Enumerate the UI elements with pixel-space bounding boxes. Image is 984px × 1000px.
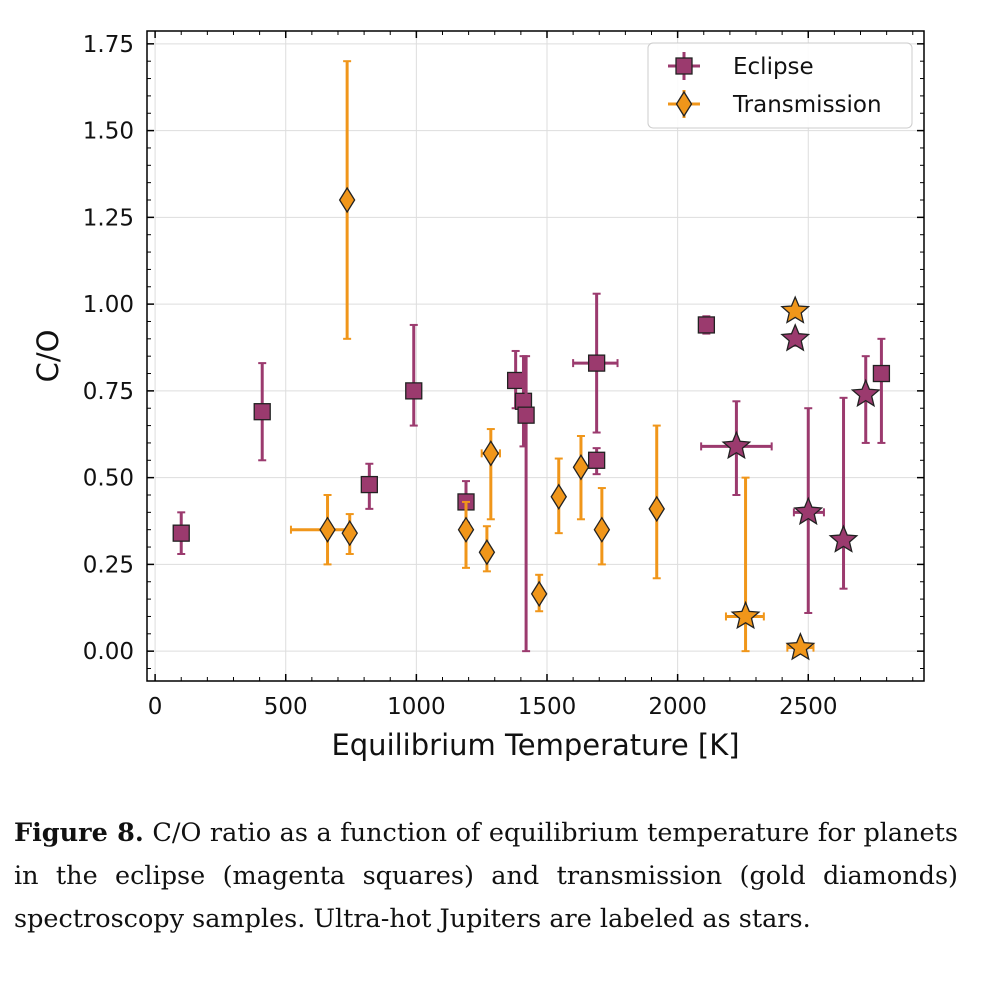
x-axis-label: Equilibrium Temperature [K] bbox=[331, 728, 739, 762]
y-tick-label: 1.75 bbox=[83, 32, 134, 58]
data-point-transmission bbox=[289, 493, 350, 566]
diamond-marker bbox=[482, 440, 500, 467]
y-tick-label: 0.50 bbox=[83, 466, 134, 492]
data-point-eclipse bbox=[514, 355, 533, 448]
diamond-marker bbox=[319, 516, 336, 543]
y-tick-label: 0.25 bbox=[83, 552, 134, 578]
legend-square-icon bbox=[675, 57, 693, 75]
star-marker bbox=[730, 600, 761, 630]
square-marker bbox=[253, 403, 271, 421]
star-marker bbox=[850, 378, 881, 408]
data-point-eclipse bbox=[405, 323, 423, 427]
y-tick-label: 1.00 bbox=[83, 292, 134, 318]
figure-caption: Figure 8. C/O ratio as a function of equ… bbox=[14, 812, 958, 941]
y-tick-label: 1.50 bbox=[83, 119, 134, 145]
data-point-eclipse bbox=[253, 362, 271, 462]
x-tick-label: 1000 bbox=[387, 694, 446, 720]
diamond-marker bbox=[338, 186, 356, 214]
legend-diamond-icon bbox=[675, 90, 693, 118]
data-point-transmission bbox=[572, 434, 590, 521]
data-point-eclipse bbox=[697, 315, 716, 335]
diamond-marker bbox=[478, 539, 496, 566]
square-marker bbox=[697, 316, 716, 334]
legend: Eclipse Transmission bbox=[647, 42, 913, 129]
star-marker bbox=[721, 430, 752, 460]
data-point-eclipse bbox=[872, 337, 891, 444]
scatter-chart: 0 500 1000 1500 2000 2500 0.00 0.25 0.50 0.75 1.00… bbox=[31, 30, 925, 762]
data-point-eclipse bbox=[587, 447, 606, 476]
diamond-marker bbox=[457, 516, 475, 543]
data-point-eclipse bbox=[780, 323, 811, 352]
x-tick-label: 500 bbox=[264, 694, 308, 720]
star-marker bbox=[785, 632, 816, 661]
data-point-transmission bbox=[338, 60, 356, 340]
data-point-transmission bbox=[724, 476, 765, 653]
data-point-transmission bbox=[478, 525, 496, 573]
data-point-eclipse bbox=[572, 292, 619, 434]
y-axis-label: C/O bbox=[31, 330, 65, 383]
diamond-marker bbox=[550, 483, 568, 510]
data-point-eclipse bbox=[517, 355, 535, 653]
diamond-marker bbox=[572, 453, 590, 481]
data-point-eclipse bbox=[850, 355, 881, 444]
diamond-marker bbox=[341, 519, 359, 547]
diamond-marker bbox=[593, 516, 611, 543]
x-tick-label: 2500 bbox=[779, 694, 838, 720]
caption-label: Figure 8. bbox=[14, 818, 144, 848]
plot-frame bbox=[146, 30, 925, 682]
y-tick-label: 0.75 bbox=[83, 379, 134, 405]
data-point-transmission bbox=[785, 632, 816, 661]
square-marker bbox=[405, 382, 423, 400]
square-marker bbox=[506, 371, 525, 390]
legend-box bbox=[647, 42, 913, 129]
data-point-transmission bbox=[648, 424, 665, 580]
square-marker bbox=[517, 406, 535, 424]
x-tick-label: 0 bbox=[148, 694, 163, 720]
data-point-eclipse bbox=[792, 407, 825, 614]
data-point-transmission bbox=[780, 295, 811, 324]
square-marker bbox=[172, 524, 190, 542]
legend-label: Transmission bbox=[732, 92, 882, 118]
data-point-transmission bbox=[341, 513, 359, 555]
diamond-marker bbox=[648, 495, 665, 523]
square-marker bbox=[587, 354, 606, 372]
y-tick-label: 0.00 bbox=[83, 639, 134, 665]
square-marker bbox=[360, 475, 378, 494]
star-marker bbox=[828, 524, 859, 553]
data-point-eclipse bbox=[506, 349, 525, 410]
diamond-marker bbox=[530, 580, 548, 608]
data-point-transmission bbox=[457, 500, 475, 569]
y-tick-label: 1.25 bbox=[83, 205, 134, 231]
star-marker bbox=[780, 323, 811, 352]
square-marker bbox=[587, 451, 606, 469]
data-point-eclipse bbox=[172, 511, 190, 555]
caption-text: C/O ratio as a function of equilibrium t… bbox=[14, 818, 958, 934]
square-marker bbox=[872, 364, 891, 383]
x-tick-label: 2000 bbox=[648, 694, 707, 720]
data-point-transmission bbox=[593, 487, 611, 566]
data-point-transmission bbox=[550, 457, 568, 535]
x-tick-label: 1500 bbox=[518, 694, 577, 720]
data-point-transmission bbox=[530, 573, 548, 613]
data-point-transmission bbox=[480, 428, 501, 521]
data-point-eclipse bbox=[360, 462, 378, 510]
star-marker bbox=[780, 295, 811, 324]
legend-label: Eclipse bbox=[733, 54, 814, 80]
data-point-eclipse bbox=[828, 396, 859, 590]
data-point-eclipse bbox=[700, 400, 773, 496]
star-marker bbox=[793, 496, 824, 526]
